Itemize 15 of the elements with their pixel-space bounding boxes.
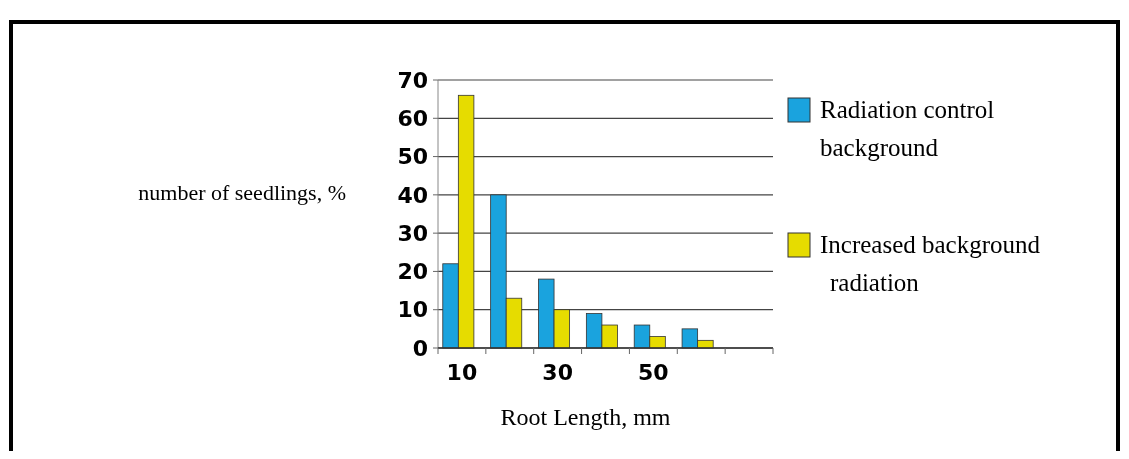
legend-label: Increased background radiation — [820, 231, 1041, 296]
x-axis-title: Root Length, mm — [500, 404, 671, 430]
y-tick-label: 70 — [397, 67, 428, 93]
y-tick-label: 10 — [397, 297, 428, 323]
y-tick-label: 0 — [412, 335, 428, 361]
x-tick-label: 30 — [542, 360, 573, 385]
x-tick-label: 10 — [446, 360, 478, 385]
y-axis-title: number of seedlings, % — [138, 180, 346, 205]
y-tick-label: 50 — [397, 144, 428, 170]
x-tick-label: 50 — [638, 360, 669, 385]
y-tick-label: 60 — [397, 105, 428, 131]
y-tick-label: 30 — [397, 220, 428, 246]
y-tick-label: 40 — [397, 182, 428, 208]
y-tick-label: 20 — [397, 259, 428, 285]
legend-label: Radiation control background — [820, 96, 995, 161]
